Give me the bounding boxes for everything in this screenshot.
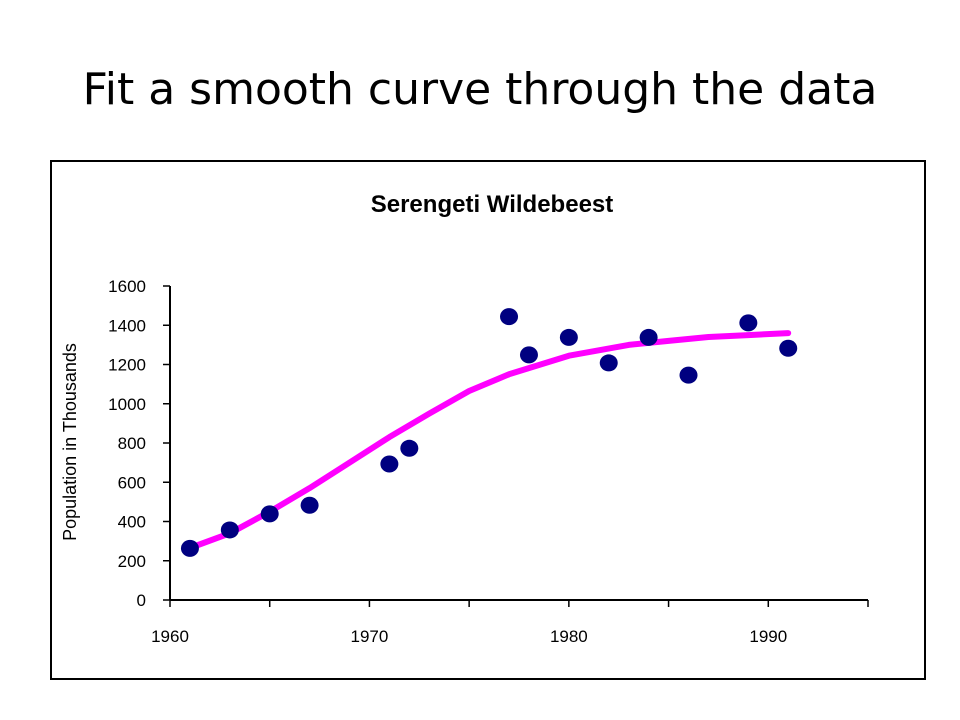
data-point bbox=[639, 328, 658, 346]
data-point bbox=[260, 505, 279, 523]
data-point bbox=[559, 328, 578, 346]
data-point bbox=[679, 366, 698, 384]
data-point bbox=[380, 455, 399, 473]
data-point bbox=[300, 496, 319, 514]
data-point bbox=[599, 354, 618, 372]
y-tick-label: 800 bbox=[118, 434, 146, 453]
chart-title: Serengeti Wildebeest bbox=[371, 191, 614, 218]
x-tick-label: 1990 bbox=[749, 627, 787, 646]
data-point bbox=[180, 539, 199, 557]
y-tick-label: 400 bbox=[118, 513, 146, 532]
y-tick-label: 200 bbox=[118, 552, 146, 571]
data-point bbox=[500, 308, 519, 326]
data-point bbox=[779, 339, 798, 357]
y-tick-label: 1200 bbox=[108, 356, 146, 375]
x-tick-label: 1970 bbox=[351, 627, 389, 646]
data-point bbox=[519, 346, 538, 364]
x-tick-label: 1960 bbox=[151, 627, 189, 646]
y-axis-label: Population in Thousands bbox=[60, 343, 80, 541]
y-tick-label: 600 bbox=[118, 473, 146, 492]
y-tick-label: 1400 bbox=[108, 316, 146, 335]
y-tick-label: 0 bbox=[137, 591, 146, 610]
data-point bbox=[400, 439, 419, 457]
ticks: 0 200 400 600 800 1000 1200 1400 1600 1960 1970 198… bbox=[108, 277, 869, 646]
data-point bbox=[220, 521, 239, 539]
slide-title: Fit a smooth curve through the data bbox=[82, 64, 878, 115]
y-tick-label: 1000 bbox=[108, 395, 146, 414]
fitted-curve bbox=[186, 330, 792, 551]
curve-layer bbox=[186, 330, 792, 551]
chart-svg: Serengeti Wildebeest Population in Thous… bbox=[60, 191, 869, 646]
points-layer bbox=[180, 308, 798, 557]
y-tick-label: 1600 bbox=[108, 277, 146, 296]
x-tick-label: 1980 bbox=[550, 627, 588, 646]
chart-frame: Serengeti Wildebeest Population in Thous… bbox=[50, 160, 926, 680]
data-point bbox=[739, 314, 758, 332]
